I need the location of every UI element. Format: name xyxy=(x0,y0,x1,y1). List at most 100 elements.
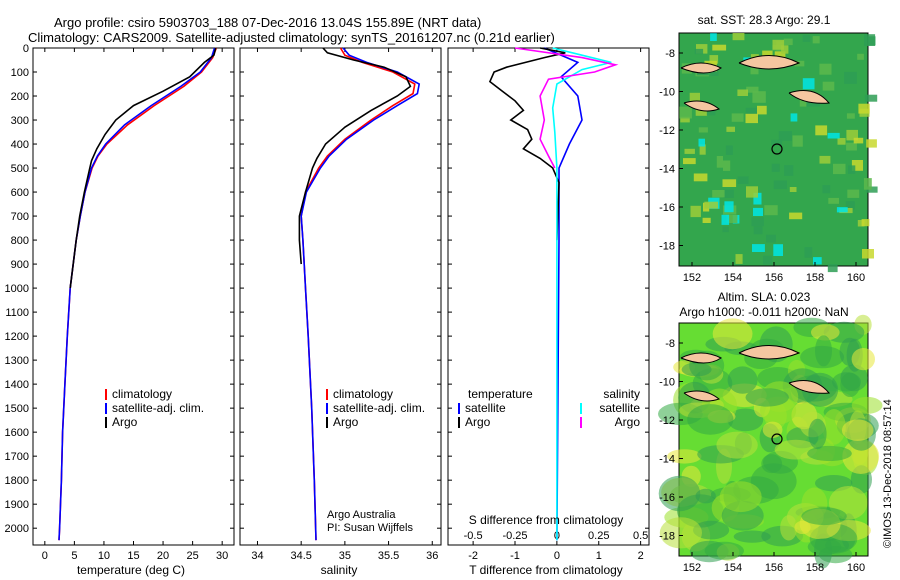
credit-line2: PI: Susan Wijffels xyxy=(327,522,413,534)
map-cell xyxy=(846,142,857,151)
depth-tick-label: 1200 xyxy=(5,331,29,343)
map-cell xyxy=(690,205,701,218)
map-cell xyxy=(864,94,878,102)
map-blob xyxy=(815,335,832,367)
depth-tick-label: 1900 xyxy=(5,499,29,511)
map-blob xyxy=(658,475,701,512)
map-cell xyxy=(846,129,858,141)
map-cell xyxy=(771,163,780,172)
salinity-legend-label: Argo xyxy=(333,415,359,429)
map-cell xyxy=(752,244,765,252)
imos-stamp: ©IMOS 13-Dec-2018 08:57:14 xyxy=(882,399,894,548)
map-blob xyxy=(719,481,762,513)
map-cell xyxy=(752,91,766,103)
map-ytick-label: -18 xyxy=(659,531,675,543)
map-cell xyxy=(847,189,860,198)
map-cell xyxy=(712,190,725,198)
sla-map-title-2: Argo h1000: -0.011 h2000: NaN xyxy=(679,305,848,319)
map-blob xyxy=(727,408,764,432)
map-cell xyxy=(804,247,813,258)
sla-map-title-1: Altim. SLA: 0.023 xyxy=(718,290,811,304)
temperature-xtick-label: 30 xyxy=(216,550,228,562)
difference-legend-swatch xyxy=(458,417,460,428)
map-cell xyxy=(827,264,838,273)
temperature-xtick-label: 5 xyxy=(71,550,77,562)
map-xtick-label: 154 xyxy=(724,272,742,284)
map-blob xyxy=(808,418,827,450)
map-cell xyxy=(753,192,762,205)
salinity-legend-swatch xyxy=(326,403,328,414)
map-cell xyxy=(725,145,733,155)
map-blob xyxy=(851,348,875,371)
map-cell xyxy=(864,34,876,46)
temperature-legend-swatch xyxy=(105,389,107,400)
map-blob xyxy=(687,404,734,435)
map-blob xyxy=(667,449,702,464)
map-ytick-label: -8 xyxy=(665,338,675,350)
map-cell xyxy=(845,201,855,210)
map-blob xyxy=(851,396,883,414)
map-cell xyxy=(862,249,874,259)
difference-series-t-satellite xyxy=(543,47,583,541)
map-cell xyxy=(726,215,738,223)
depth-tick-label: 1500 xyxy=(5,403,29,415)
map-blob xyxy=(807,538,842,556)
map-cell xyxy=(726,126,735,132)
map-cell xyxy=(706,109,716,116)
difference-top-tick-label: -0.25 xyxy=(502,530,527,542)
difference-legend-header: salinity xyxy=(603,387,640,401)
map-cell xyxy=(802,34,811,42)
salinity-panel: 34 34.5 35 35.5 36 climatologysatellite-adj. … xyxy=(240,47,441,562)
difference-series-s-satellite xyxy=(551,47,612,541)
map-blob xyxy=(745,388,789,407)
temperature-legend-swatch xyxy=(105,403,107,414)
map-blob xyxy=(716,431,758,459)
depth-tick-label: 300 xyxy=(11,115,29,127)
map-xtick-label: 152 xyxy=(683,562,701,574)
map-cell xyxy=(822,81,835,91)
map-cell xyxy=(794,60,805,67)
map-cell xyxy=(828,197,839,204)
temperature-xtick-label: 25 xyxy=(186,550,198,562)
map-xtick-label: 160 xyxy=(847,562,865,574)
map-cell xyxy=(792,135,803,147)
difference-legend-swatch xyxy=(458,403,460,414)
difference-top-tick-label: 0.5 xyxy=(633,530,648,542)
map-ytick-label: -10 xyxy=(659,377,675,389)
map-cell xyxy=(723,160,731,171)
map-cell xyxy=(772,39,785,50)
map-cell xyxy=(735,254,743,264)
map-cell xyxy=(679,106,692,119)
difference-top-axis-label: S difference from climatology xyxy=(469,513,624,527)
map-cell xyxy=(846,113,855,119)
map-cell xyxy=(750,54,759,60)
map-cell xyxy=(737,176,749,184)
map-cell xyxy=(848,165,856,174)
map-xtick-label: 152 xyxy=(683,272,701,284)
map-cell xyxy=(721,214,730,225)
map-cell xyxy=(709,55,719,64)
temperature-xtick-label: 0 xyxy=(42,550,48,562)
map-cell xyxy=(773,180,787,190)
map-cell xyxy=(764,205,778,216)
map-cell xyxy=(731,113,744,122)
map-cell xyxy=(858,103,870,114)
map-cell xyxy=(851,160,863,171)
map-cell xyxy=(689,92,700,102)
sla-map: 152 154 156 158 160 -8 -10 -12 -14 -16 -18 xyxy=(658,314,883,574)
map-cell xyxy=(704,201,718,209)
salinity-series-satellite-adj-clim- xyxy=(300,47,421,541)
map-cell xyxy=(696,44,708,54)
credit-line1: Argo Australia xyxy=(327,509,396,521)
difference-series-s-argo xyxy=(514,47,619,169)
map-cell xyxy=(771,139,783,146)
map-cell xyxy=(699,144,706,155)
difference-xtick-label: 0 xyxy=(554,550,560,562)
map-ytick-label: -10 xyxy=(659,87,675,99)
map-cell xyxy=(683,158,696,165)
depth-tick-label: 1700 xyxy=(5,451,29,463)
map-cell xyxy=(802,78,815,90)
difference-legend-label: satellite xyxy=(599,401,640,415)
map-cell xyxy=(866,139,877,148)
